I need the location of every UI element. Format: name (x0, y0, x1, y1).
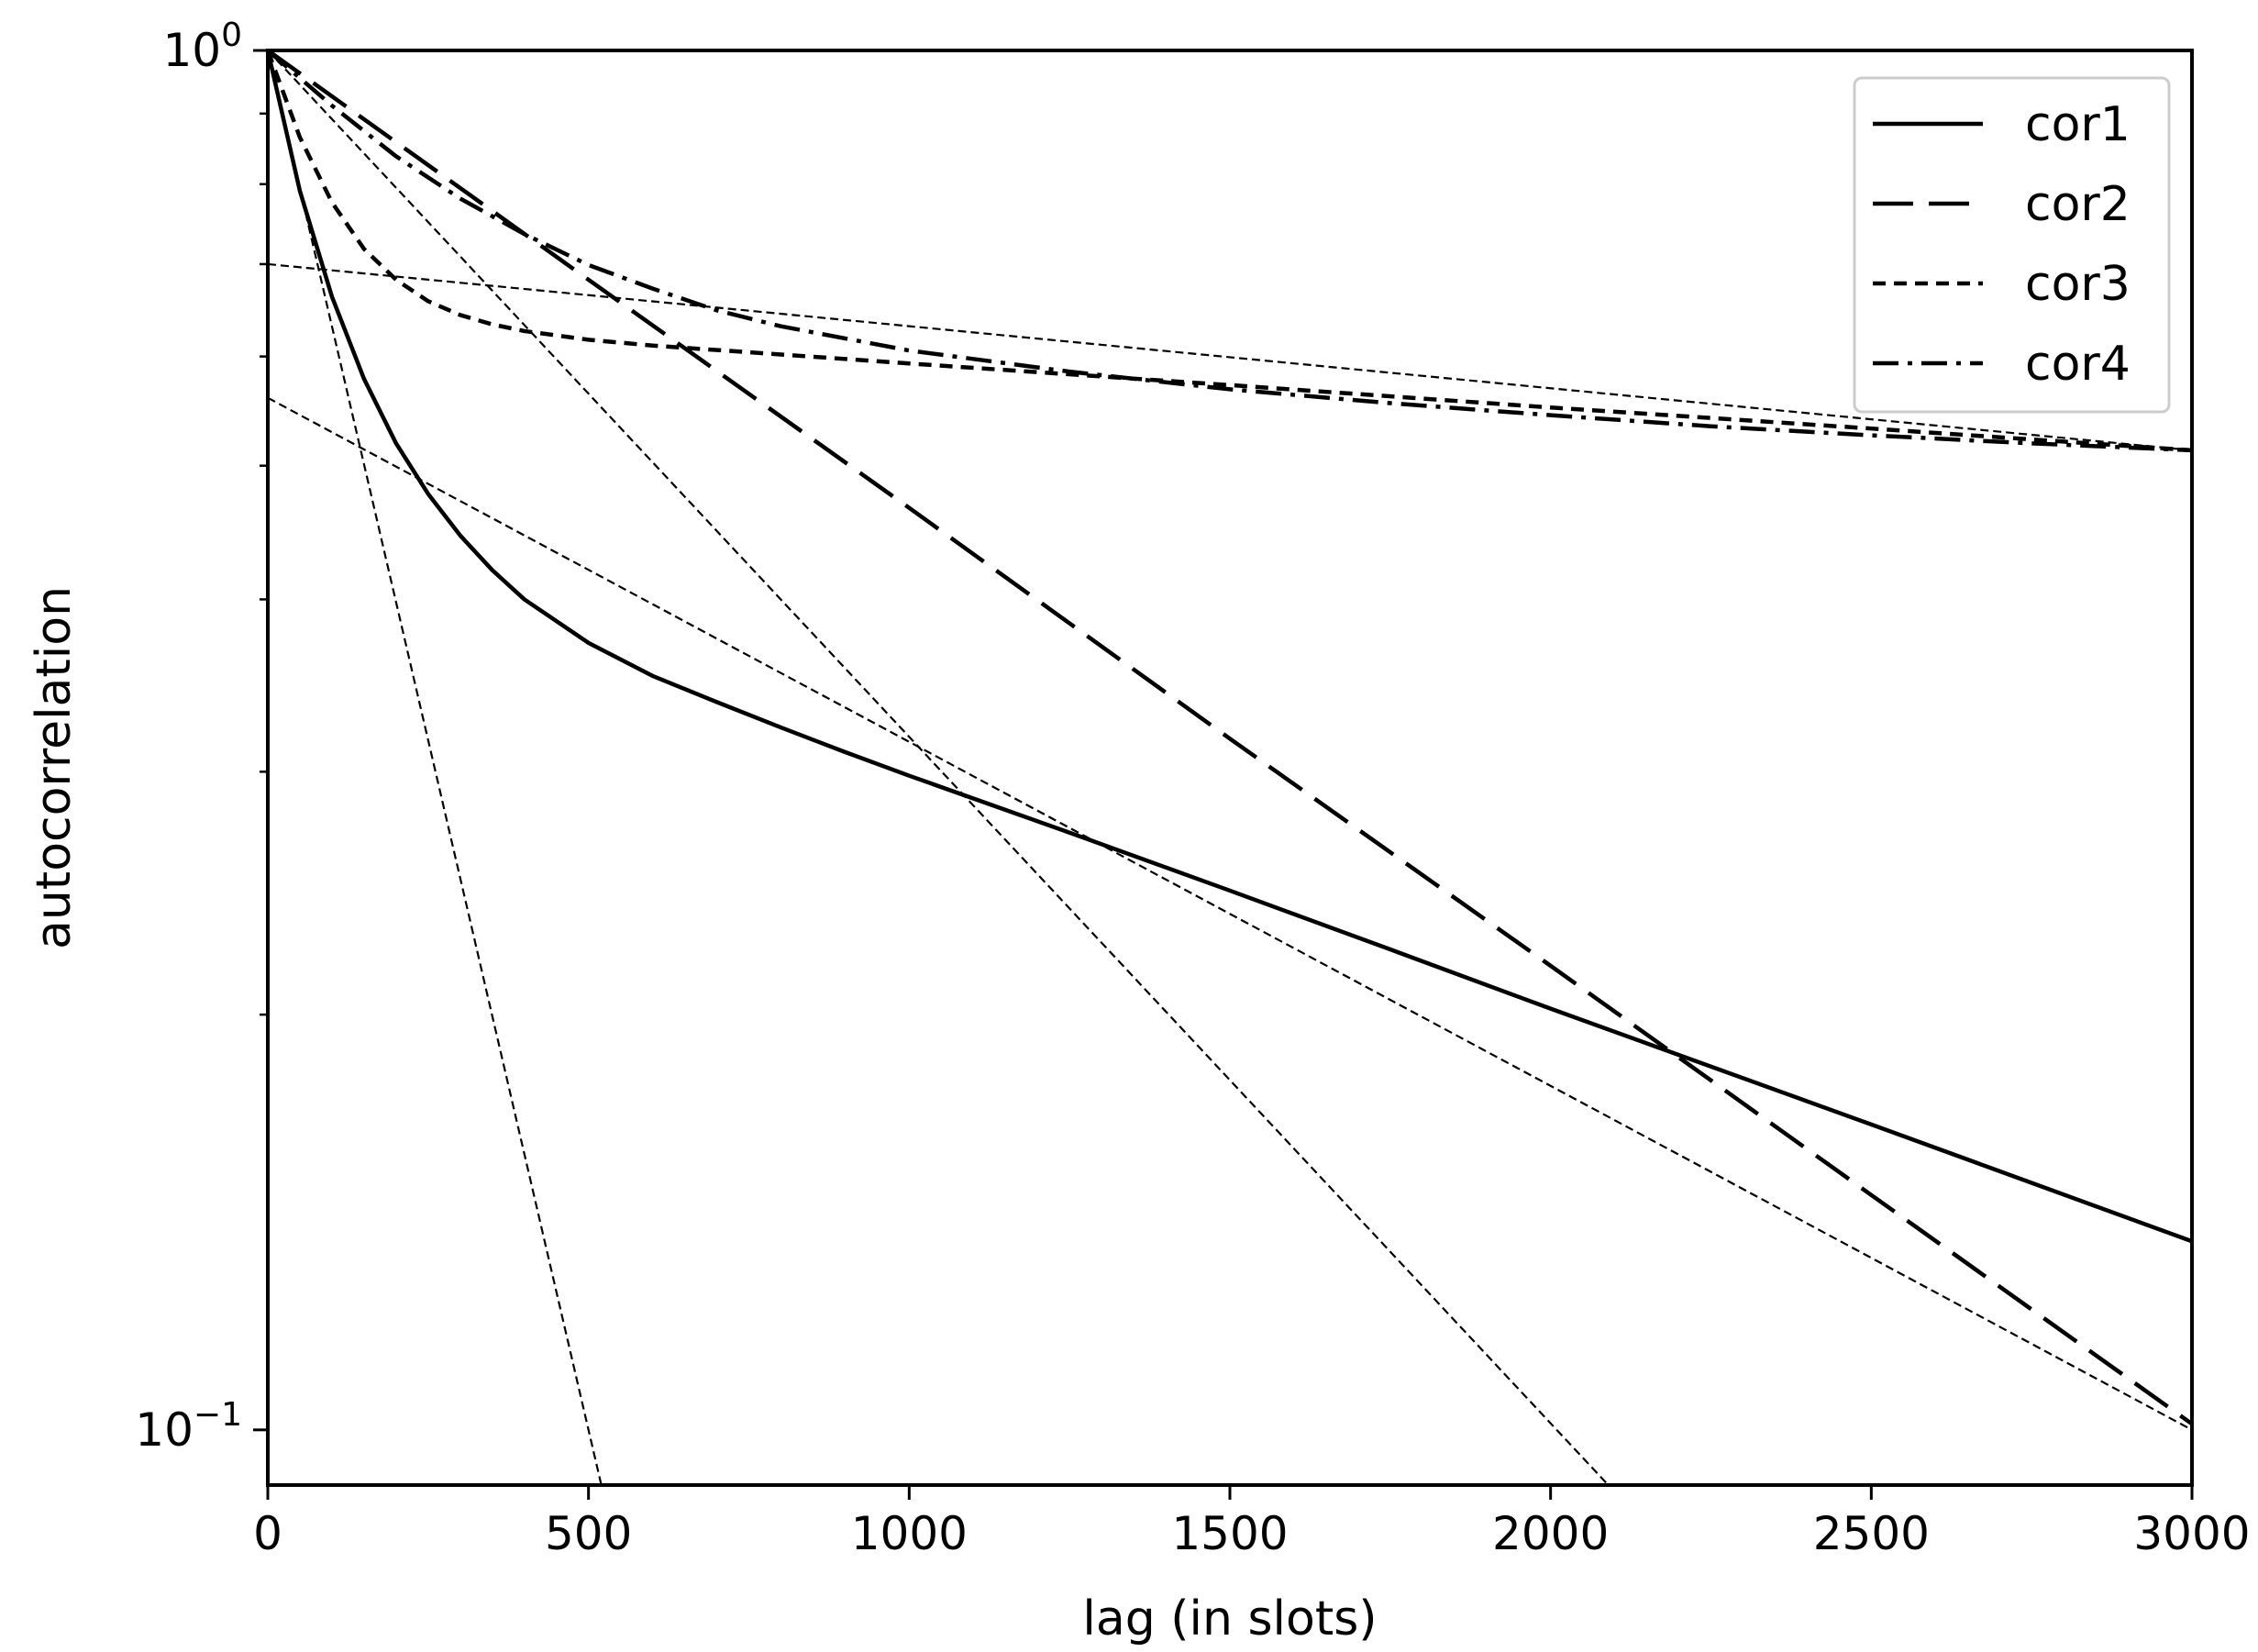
y-tick-label: 10−1 (135, 1396, 242, 1457)
reference-line-2 (268, 50, 1610, 1485)
reference-line-3 (268, 262, 2192, 452)
x-axis-label: lag (in slots) (1082, 1591, 1377, 1646)
series-line-cor1 (268, 50, 2192, 1244)
legend-label-cor3: cor3 (2025, 257, 2131, 312)
x-tick-label: 1500 (1171, 1507, 1288, 1560)
x-tick-label: 1000 (851, 1507, 968, 1560)
legend: cor1 cor2 cor3 cor4 (1853, 76, 2171, 414)
x-tick-label: 0 (253, 1507, 282, 1560)
x-tick-label: 500 (545, 1507, 632, 1560)
y-axis-label: autocorrelation (27, 586, 82, 949)
x-tick-label: 2000 (1492, 1507, 1609, 1560)
series-line-cor4 (268, 50, 2192, 453)
series-line-cor3 (268, 50, 2192, 453)
reference-line-4 (268, 396, 2192, 1431)
legend-box (1853, 76, 2171, 414)
legend-label-cor4: cor4 (2025, 337, 2131, 392)
x-tick-label: 2500 (1813, 1507, 1930, 1560)
legend-items: cor1 cor2 cor3 cor4 (1873, 97, 2131, 392)
legend-label-cor1: cor1 (2025, 97, 2131, 152)
plot-lines (268, 50, 2192, 1485)
axis-ticks: 0 500 1000 1500 2000 2500 3000 100 10−1 (135, 17, 2250, 1560)
series-line-cor2 (268, 50, 2192, 1426)
reference-line-1 (268, 50, 603, 1485)
y-tick-label: 100 (162, 17, 242, 77)
x-tick-label: 3000 (2133, 1507, 2250, 1560)
legend-label-cor2: cor2 (2025, 177, 2131, 232)
